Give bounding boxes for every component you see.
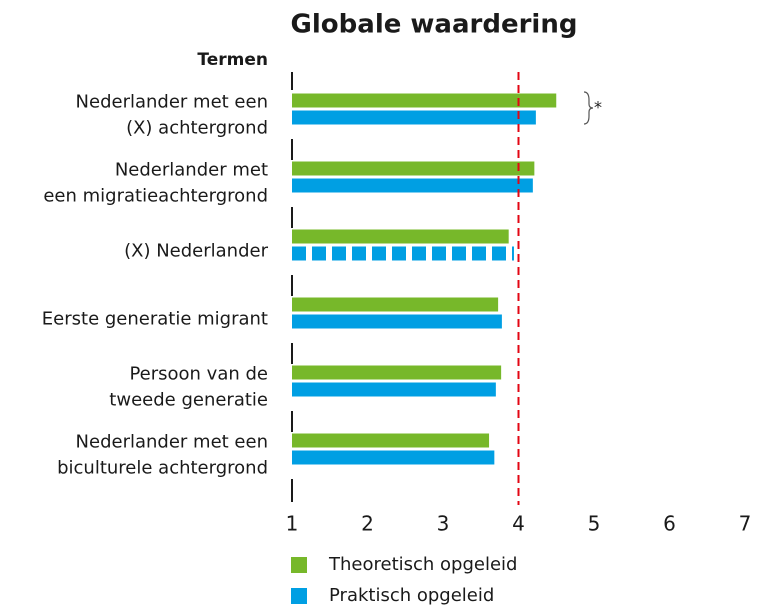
- x-tick-label: 1: [286, 512, 299, 536]
- bar: [292, 229, 509, 244]
- bar: [292, 433, 490, 448]
- bar: [292, 178, 533, 193]
- bar: [292, 297, 499, 312]
- category-label: biculturele achtergrond: [57, 458, 268, 479]
- legend-label: Theoretisch opgeleid: [328, 554, 517, 575]
- bar: [292, 365, 502, 380]
- category-label: tweede generatie: [109, 390, 268, 411]
- x-tick-label: 7: [739, 512, 752, 536]
- category-label: een migratieachtergrond: [43, 186, 268, 207]
- bar: [292, 382, 496, 397]
- significance-brace: [583, 91, 594, 125]
- annotation: *: [594, 98, 602, 117]
- chart-title: Globale waardering: [291, 10, 578, 40]
- x-tick-label: 4: [512, 512, 525, 536]
- category-label: Nederlander met: [115, 160, 268, 181]
- category-label: (X) Nederlander: [124, 241, 268, 262]
- category-label: Persoon van de: [129, 364, 268, 385]
- x-tick-label: 5: [588, 512, 601, 536]
- bar: [292, 110, 536, 125]
- category-label: Eerste generatie migrant: [42, 309, 268, 330]
- x-tick-label: 3: [437, 512, 450, 536]
- category-label: (X) achtergrond: [126, 118, 268, 139]
- legend-label: Praktisch opgeleid: [329, 585, 494, 606]
- category-label: Nederlander met een: [76, 92, 268, 113]
- y-axis-label: Termen: [197, 50, 268, 70]
- bar: [292, 161, 535, 176]
- bar: [292, 314, 502, 329]
- legend-swatch: [291, 557, 307, 573]
- legend-swatch: [291, 588, 307, 604]
- bar: [292, 93, 557, 108]
- x-tick-label: 6: [663, 512, 676, 536]
- category-label: Nederlander met een: [76, 432, 268, 453]
- x-tick-label: 2: [361, 512, 374, 536]
- bar: [292, 450, 495, 465]
